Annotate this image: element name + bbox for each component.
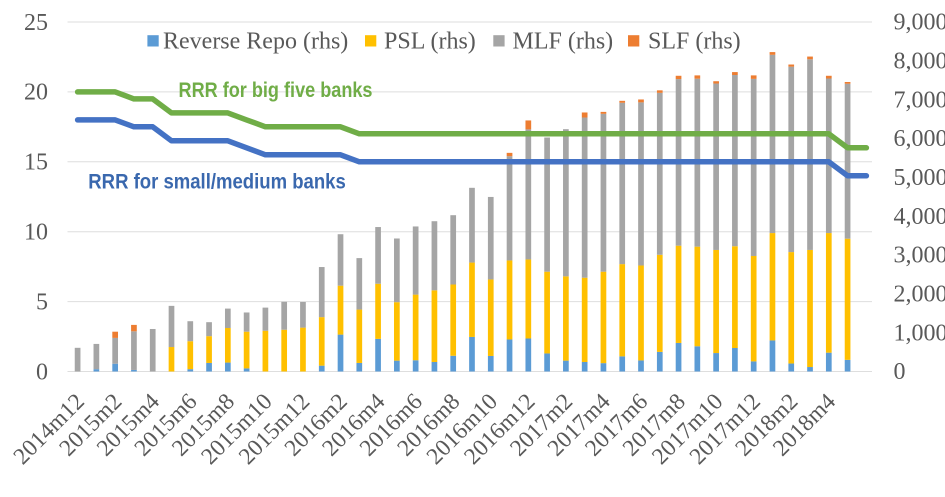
svg-text:15: 15 [24, 150, 48, 176]
svg-text:0: 0 [36, 359, 48, 385]
svg-text:25: 25 [24, 10, 48, 36]
svg-text:0: 0 [894, 359, 906, 385]
svg-text:10: 10 [24, 220, 48, 246]
svg-text:8,000: 8,000 [894, 48, 945, 74]
svg-text:1,000: 1,000 [894, 320, 945, 346]
svg-text:Reverse Repo (rhs): Reverse Repo (rhs) [163, 28, 348, 54]
svg-text:5: 5 [36, 289, 48, 315]
svg-text:6,000: 6,000 [894, 126, 945, 152]
svg-text:RRR for big five banks: RRR for big five banks [179, 78, 373, 102]
svg-text:MLF (rhs): MLF (rhs) [513, 28, 614, 54]
svg-text:RRR for small/medium banks: RRR for small/medium banks [88, 170, 346, 194]
svg-text:2,000: 2,000 [894, 281, 945, 307]
svg-text:20: 20 [24, 80, 48, 106]
svg-text:SLF (rhs): SLF (rhs) [648, 28, 741, 54]
svg-text:4,000: 4,000 [894, 204, 945, 230]
svg-text:5,000: 5,000 [894, 165, 945, 191]
svg-text:PSL (rhs): PSL (rhs) [384, 28, 476, 54]
svg-text:3,000: 3,000 [894, 243, 945, 269]
svg-text:9,000: 9,000 [894, 10, 945, 36]
svg-text:7,000: 7,000 [894, 87, 945, 113]
